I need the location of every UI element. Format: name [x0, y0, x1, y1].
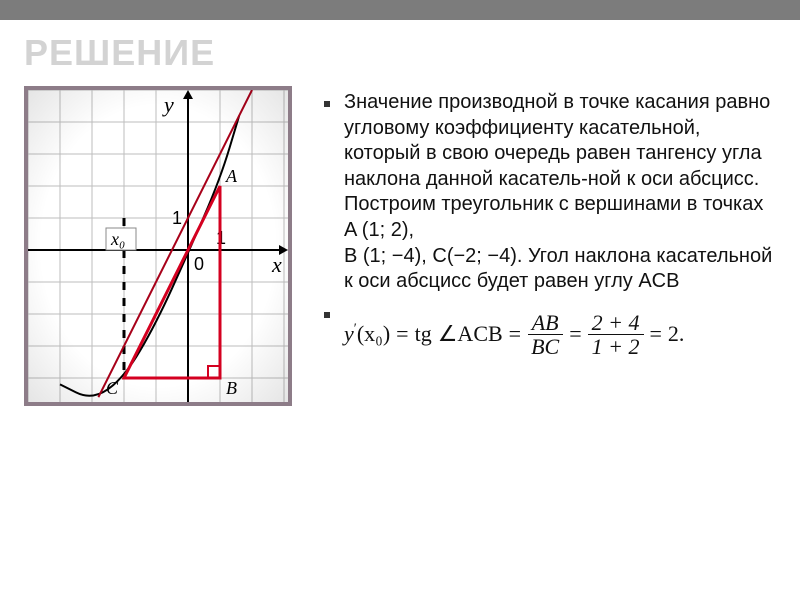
top-bar [0, 0, 800, 20]
formula-frac-2: 2 + 4 1 + 2 [588, 311, 644, 358]
paragraph-line-1: Значение производной в точке касания рав… [344, 90, 776, 244]
text-column: Значение производной в точке касания рав… [304, 82, 788, 406]
paragraph-line-2: B (1; −4), C(−2; −4). Угол наклона касат… [344, 244, 776, 295]
formula-eq-1: = [396, 321, 408, 347]
formula-eq-2: = [509, 321, 521, 347]
bullet-block: Значение производной в точке касания рав… [324, 90, 776, 295]
coordinate-chart: yx110x₀ABC [28, 90, 288, 402]
formula-tg: tg [415, 321, 432, 347]
formula-result: 2. [668, 321, 685, 347]
bullet-icon [324, 101, 330, 107]
formula-angle: ∠ACB [438, 321, 503, 347]
header: РЕШЕНИЕ [0, 20, 800, 82]
formula-fn: y′(x₀) [344, 321, 390, 347]
page-title: РЕШЕНИЕ [24, 32, 800, 74]
formula-frac-1: AB BC [527, 311, 563, 358]
chart-frame: yx110x₀ABC [24, 86, 292, 406]
chart-column: yx110x₀ABC [24, 82, 304, 406]
formula-block: y′(x₀) = tg ∠ACB = AB BC = 2 + 4 1 + 2 =… [324, 301, 776, 358]
bullet-icon [324, 312, 330, 318]
derivative-formula: y′(x₀) = tg ∠ACB = AB BC = 2 + 4 1 + 2 =… [344, 311, 684, 358]
formula-eq-3: = [569, 321, 581, 347]
content-row: yx110x₀ABC Значение производной в точке … [0, 82, 800, 406]
explanation-text: Значение производной в точке касания рав… [344, 90, 776, 295]
formula-eq-4: = [650, 321, 662, 347]
